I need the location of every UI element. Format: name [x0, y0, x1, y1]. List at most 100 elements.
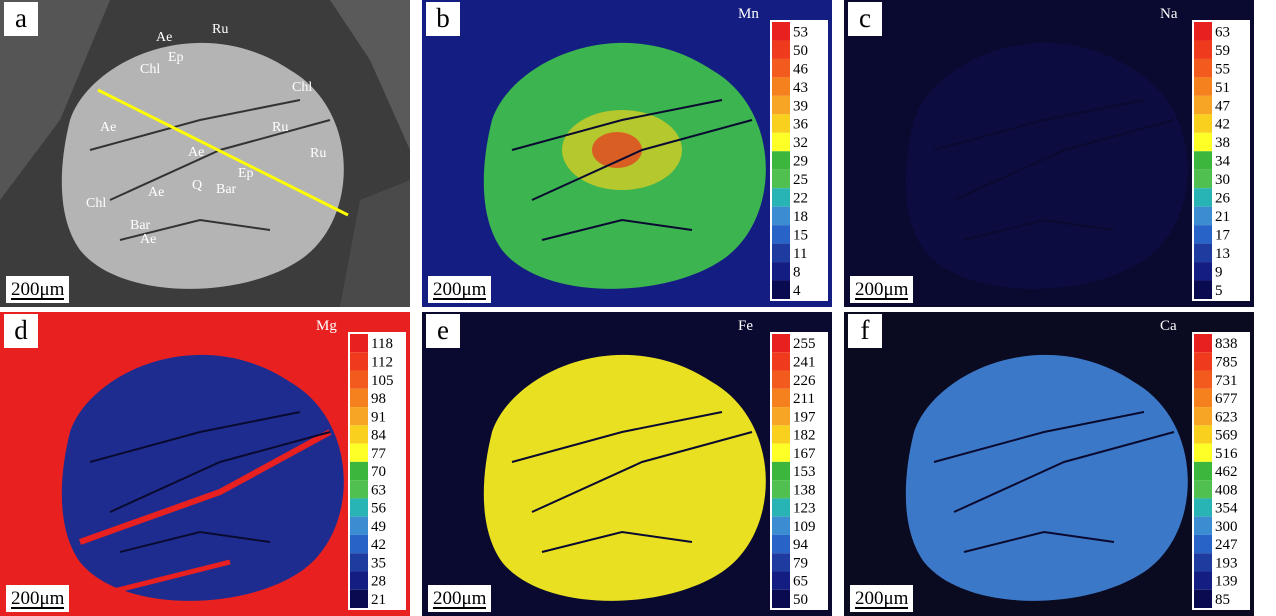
- panel-f-ca-map: f Ca 838 785 731 677 623 569 516 462 408 354 300 247 1…: [844, 312, 1254, 616]
- legend-tick-label: 167: [793, 446, 816, 462]
- legend-swatch: [350, 370, 368, 389]
- legend-swatch: [350, 407, 368, 426]
- legend-swatch: [1194, 40, 1212, 59]
- legend-swatch: [1194, 243, 1212, 263]
- legend-tick-label: 677: [1215, 391, 1238, 407]
- legend-tick-label: 39: [793, 98, 808, 114]
- legend-swatch: [772, 589, 790, 608]
- legend-swatch: [772, 443, 790, 462]
- legend-tick-label: 42: [371, 537, 386, 553]
- legend-tick-label: 36: [793, 117, 809, 133]
- legend-tick-label: 138: [793, 482, 816, 498]
- legend-swatch: [1194, 461, 1212, 481]
- legend-swatch: [772, 280, 790, 299]
- legend-tick-label: 47: [1215, 98, 1231, 114]
- legend-tick-label: 300: [1215, 519, 1238, 535]
- color-scale-legend: 63 59 55 51 47 42 38 34 30 26 21 17 13 9 5: [1192, 20, 1250, 301]
- legend-swatch: [772, 388, 790, 408]
- legend-swatch: [350, 425, 368, 444]
- legend-swatch: [772, 498, 790, 517]
- legend-tick-label: 354: [1215, 501, 1238, 517]
- legend-swatch: [1194, 498, 1212, 517]
- legend-swatch: [1194, 58, 1212, 78]
- scale-bar: 200μm: [6, 276, 70, 303]
- scale-bar: 200μm: [428, 585, 492, 612]
- legend-tick-label: 211: [793, 391, 815, 407]
- panel-a-letter: a: [4, 2, 38, 36]
- legend-swatch: [350, 553, 368, 572]
- panel-letter: c: [848, 2, 882, 36]
- element-label: Fe: [738, 318, 753, 334]
- legend-swatch: [350, 352, 368, 371]
- legend-tick-label: 17: [1215, 228, 1231, 244]
- element-map-image: [844, 0, 1254, 307]
- element-map-image: [0, 312, 410, 616]
- legend-tick-label: 22: [793, 191, 808, 207]
- legend-swatch: [1194, 169, 1212, 189]
- legend-swatch: [1194, 443, 1212, 462]
- panel-c-na-map: c Na 63 59 55 51 47 42 38 34 30 26 21 17 13 9 5 200μm: [844, 0, 1254, 307]
- element-map-image: [422, 0, 832, 307]
- legend-tick-label: 34: [1215, 154, 1231, 170]
- element-map-image: [844, 312, 1254, 616]
- legend-swatch: [772, 334, 790, 353]
- mineral-label: Chl: [292, 80, 313, 95]
- legend-swatch: [1194, 262, 1212, 281]
- panel-e-fe-map: e Fe 255 241 226 211 197 182 167 153 138 123 109 94 79…: [422, 312, 832, 616]
- mineral-label: Bar: [130, 218, 151, 233]
- legend-tick-label: 63: [1215, 24, 1230, 40]
- legend-swatch: [772, 553, 790, 572]
- legend-tick-label: 79: [793, 555, 808, 571]
- legend-swatch: [772, 461, 790, 481]
- legend-tick-label: 51: [1215, 80, 1230, 96]
- element-label: Ca: [1160, 318, 1177, 334]
- legend-swatch: [350, 534, 368, 554]
- scale-bar-label: 200μm: [11, 279, 65, 300]
- legend-swatch: [772, 132, 790, 152]
- legend-tick-label: 105: [371, 373, 394, 389]
- legend-tick-label: 226: [793, 373, 816, 389]
- legend-tick-label: 56: [371, 501, 387, 517]
- legend-tick-label: 153: [793, 464, 816, 480]
- legend-swatch: [1194, 352, 1212, 371]
- mineral-label: Q: [192, 178, 203, 193]
- legend-swatch: [1194, 77, 1212, 96]
- legend-swatch: [772, 151, 790, 170]
- legend-tick-label: 77: [371, 446, 387, 462]
- legend-tick-label: 38: [1215, 135, 1230, 151]
- legend-swatch: [1194, 407, 1212, 426]
- legend-tick-label: 462: [1215, 464, 1238, 480]
- legend-tick-label: 785: [1215, 355, 1238, 371]
- scale-bar: 200μm: [428, 276, 492, 303]
- legend-tick-label: 91: [371, 409, 386, 425]
- legend-tick-label: 193: [1215, 555, 1238, 571]
- legend-swatch: [772, 22, 790, 41]
- panel-letter: b: [426, 2, 460, 36]
- legend-swatch: [772, 225, 790, 244]
- legend-swatch: [1194, 206, 1212, 226]
- mineral-label: Bar: [216, 182, 237, 197]
- panel-letter: d: [4, 314, 38, 348]
- legend-tick-label: 29: [793, 154, 808, 170]
- legend-tick-label: 85: [1215, 592, 1230, 608]
- scale-bar-line: [433, 298, 487, 300]
- legend-tick-label: 63: [371, 482, 386, 498]
- legend-tick-label: 21: [1215, 209, 1230, 225]
- legend-tick-label: 21: [371, 592, 386, 608]
- legend-tick-label: 35: [371, 555, 386, 571]
- legend-swatch: [1194, 589, 1212, 608]
- legend-tick-label: 65: [793, 574, 808, 590]
- legend-tick-label: 623: [1215, 409, 1238, 425]
- legend-swatch: [772, 407, 790, 426]
- legend-tick-label: 109: [793, 519, 816, 535]
- legend-tick-label: 4: [793, 283, 801, 299]
- scale-bar-label: 200μm: [433, 588, 487, 609]
- mineral-label: Ru: [272, 120, 289, 135]
- legend-swatch: [350, 516, 368, 535]
- panel-letter: f: [848, 314, 882, 348]
- legend-swatch: [772, 58, 790, 78]
- legend-tick-label: 255: [793, 336, 816, 352]
- legend-swatch: [772, 243, 790, 263]
- legend-swatch: [1194, 22, 1212, 41]
- legend-swatch: [772, 352, 790, 371]
